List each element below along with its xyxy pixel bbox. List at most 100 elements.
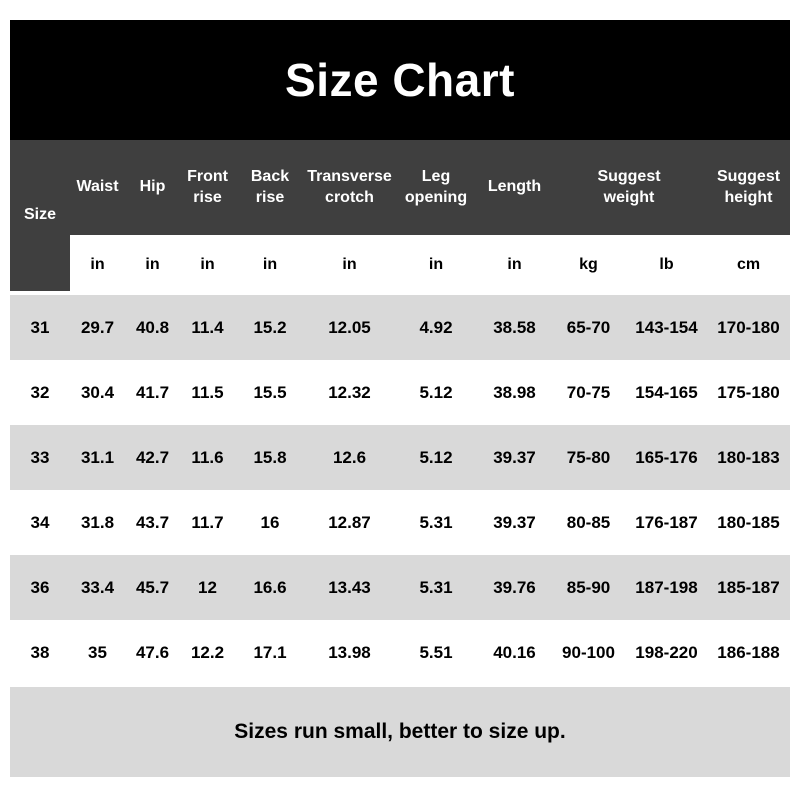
value-cell: 176-187 [626, 490, 707, 555]
unit-cell-kg: kg [551, 235, 626, 295]
value-cell: 16.6 [235, 555, 305, 620]
value-cell: 11.6 [180, 425, 235, 490]
value-cell: 35 [70, 620, 125, 685]
value-cell: 31.1 [70, 425, 125, 490]
value-cell: 4.92 [394, 295, 478, 360]
unit-cell-leg-opening: in [394, 235, 478, 295]
value-cell: 65-70 [551, 295, 626, 360]
value-cell: 12.6 [305, 425, 394, 490]
table-body: 31 29.7 40.8 11.4 15.2 12.05 4.92 38.58 65-70 143… [10, 295, 790, 685]
unit-cell-hip: in [125, 235, 180, 295]
value-cell: 180-183 [707, 425, 790, 490]
value-cell: 13.98 [305, 620, 394, 685]
col-header-suggest-height: Suggest height [707, 140, 790, 235]
col-header-suggest-height-label: Suggest height [716, 167, 781, 206]
col-header-transverse-crotch: Transverse crotch [305, 140, 394, 235]
value-cell: 12.05 [305, 295, 394, 360]
table-row: 32 30.4 41.7 11.5 15.5 12.32 5.12 38.98 70-75 154… [10, 360, 790, 425]
value-cell: 43.7 [125, 490, 180, 555]
value-cell: 11.7 [180, 490, 235, 555]
table-row: 31 29.7 40.8 11.4 15.2 12.05 4.92 38.58 65-70 143… [10, 295, 790, 360]
size-cell: 31 [10, 295, 70, 360]
header-row: Size Waist Hip Front rise Back rise Tran… [10, 140, 790, 295]
value-cell: 12.32 [305, 360, 394, 425]
value-cell: 175-180 [707, 360, 790, 425]
col-header-hip: Hip [125, 140, 180, 235]
value-cell: 41.7 [125, 360, 180, 425]
value-cell: 180-185 [707, 490, 790, 555]
unit-cell-lb: lb [626, 235, 707, 295]
value-cell: 12.87 [305, 490, 394, 555]
value-cell: 80-85 [551, 490, 626, 555]
value-cell: 15.5 [235, 360, 305, 425]
value-cell: 40.16 [478, 620, 551, 685]
value-cell: 70-75 [551, 360, 626, 425]
unit-cell-front-rise: in [180, 235, 235, 295]
table-head: Size Waist Hip Front rise Back rise Tran… [10, 140, 790, 295]
value-cell: 38.58 [478, 295, 551, 360]
value-cell: 5.31 [394, 490, 478, 555]
value-cell: 42.7 [125, 425, 180, 490]
value-cell: 38.98 [478, 360, 551, 425]
unit-cell-length: in [478, 235, 551, 295]
value-cell: 12 [180, 555, 235, 620]
title-banner: Size Chart [10, 20, 790, 140]
value-cell: 40.8 [125, 295, 180, 360]
page-title: Size Chart [285, 54, 515, 106]
value-cell: 33.4 [70, 555, 125, 620]
value-cell: 170-180 [707, 295, 790, 360]
value-cell: 186-188 [707, 620, 790, 685]
value-cell: 187-198 [626, 555, 707, 620]
col-header-suggest-weight: Suggest weight [551, 140, 707, 235]
value-cell: 165-176 [626, 425, 707, 490]
size-cell: 34 [10, 490, 70, 555]
col-header-size: Size [10, 140, 70, 295]
note-bar: Sizes run small, better to size up. [10, 687, 790, 777]
unit-row: in in in in in in in kg lb cm [10, 235, 790, 295]
size-cell: 38 [10, 620, 70, 685]
value-cell: 11.4 [180, 295, 235, 360]
value-cell: 5.12 [394, 425, 478, 490]
value-cell: 85-90 [551, 555, 626, 620]
table-row: 33 31.1 42.7 11.6 15.8 12.6 5.12 39.37 75-80 165-… [10, 425, 790, 490]
value-cell: 15.2 [235, 295, 305, 360]
value-cell: 198-220 [626, 620, 707, 685]
col-header-length: Length [478, 140, 551, 235]
size-cell: 33 [10, 425, 70, 490]
size-cell: 36 [10, 555, 70, 620]
col-header-front-rise: Front rise [180, 140, 235, 235]
value-cell: 185-187 [707, 555, 790, 620]
col-header-back-rise: Back rise [235, 140, 305, 235]
value-cell: 31.8 [70, 490, 125, 555]
value-cell: 75-80 [551, 425, 626, 490]
table-row: 38 35 47.6 12.2 17.1 13.98 5.51 40.16 90-100 198-… [10, 620, 790, 685]
value-cell: 16 [235, 490, 305, 555]
unit-cell-transverse-crotch: in [305, 235, 394, 295]
value-cell: 12.2 [180, 620, 235, 685]
unit-cell-waist: in [70, 235, 125, 295]
table-row: 36 33.4 45.7 12 16.6 13.43 5.31 39.76 85-90 187-1… [10, 555, 790, 620]
unit-cell-cm: cm [707, 235, 790, 295]
value-cell: 30.4 [70, 360, 125, 425]
value-cell: 13.43 [305, 555, 394, 620]
note-text: Sizes run small, better to size up. [234, 720, 566, 743]
col-header-waist: Waist [70, 140, 125, 235]
value-cell: 29.7 [70, 295, 125, 360]
value-cell: 5.31 [394, 555, 478, 620]
value-cell: 11.5 [180, 360, 235, 425]
value-cell: 5.51 [394, 620, 478, 685]
value-cell: 39.37 [478, 425, 551, 490]
size-table: Size Waist Hip Front rise Back rise Tran… [10, 140, 790, 685]
unit-cell-back-rise: in [235, 235, 305, 295]
table-row: 34 31.8 43.7 11.7 16 12.87 5.31 39.37 80-85 176-1… [10, 490, 790, 555]
value-cell: 154-165 [626, 360, 707, 425]
value-cell: 39.76 [478, 555, 551, 620]
value-cell: 15.8 [235, 425, 305, 490]
value-cell: 45.7 [125, 555, 180, 620]
col-header-suggest-weight-label: Suggest weight [597, 167, 661, 206]
size-cell: 32 [10, 360, 70, 425]
value-cell: 143-154 [626, 295, 707, 360]
col-header-leg-opening: Leg opening [394, 140, 478, 235]
value-cell: 5.12 [394, 360, 478, 425]
